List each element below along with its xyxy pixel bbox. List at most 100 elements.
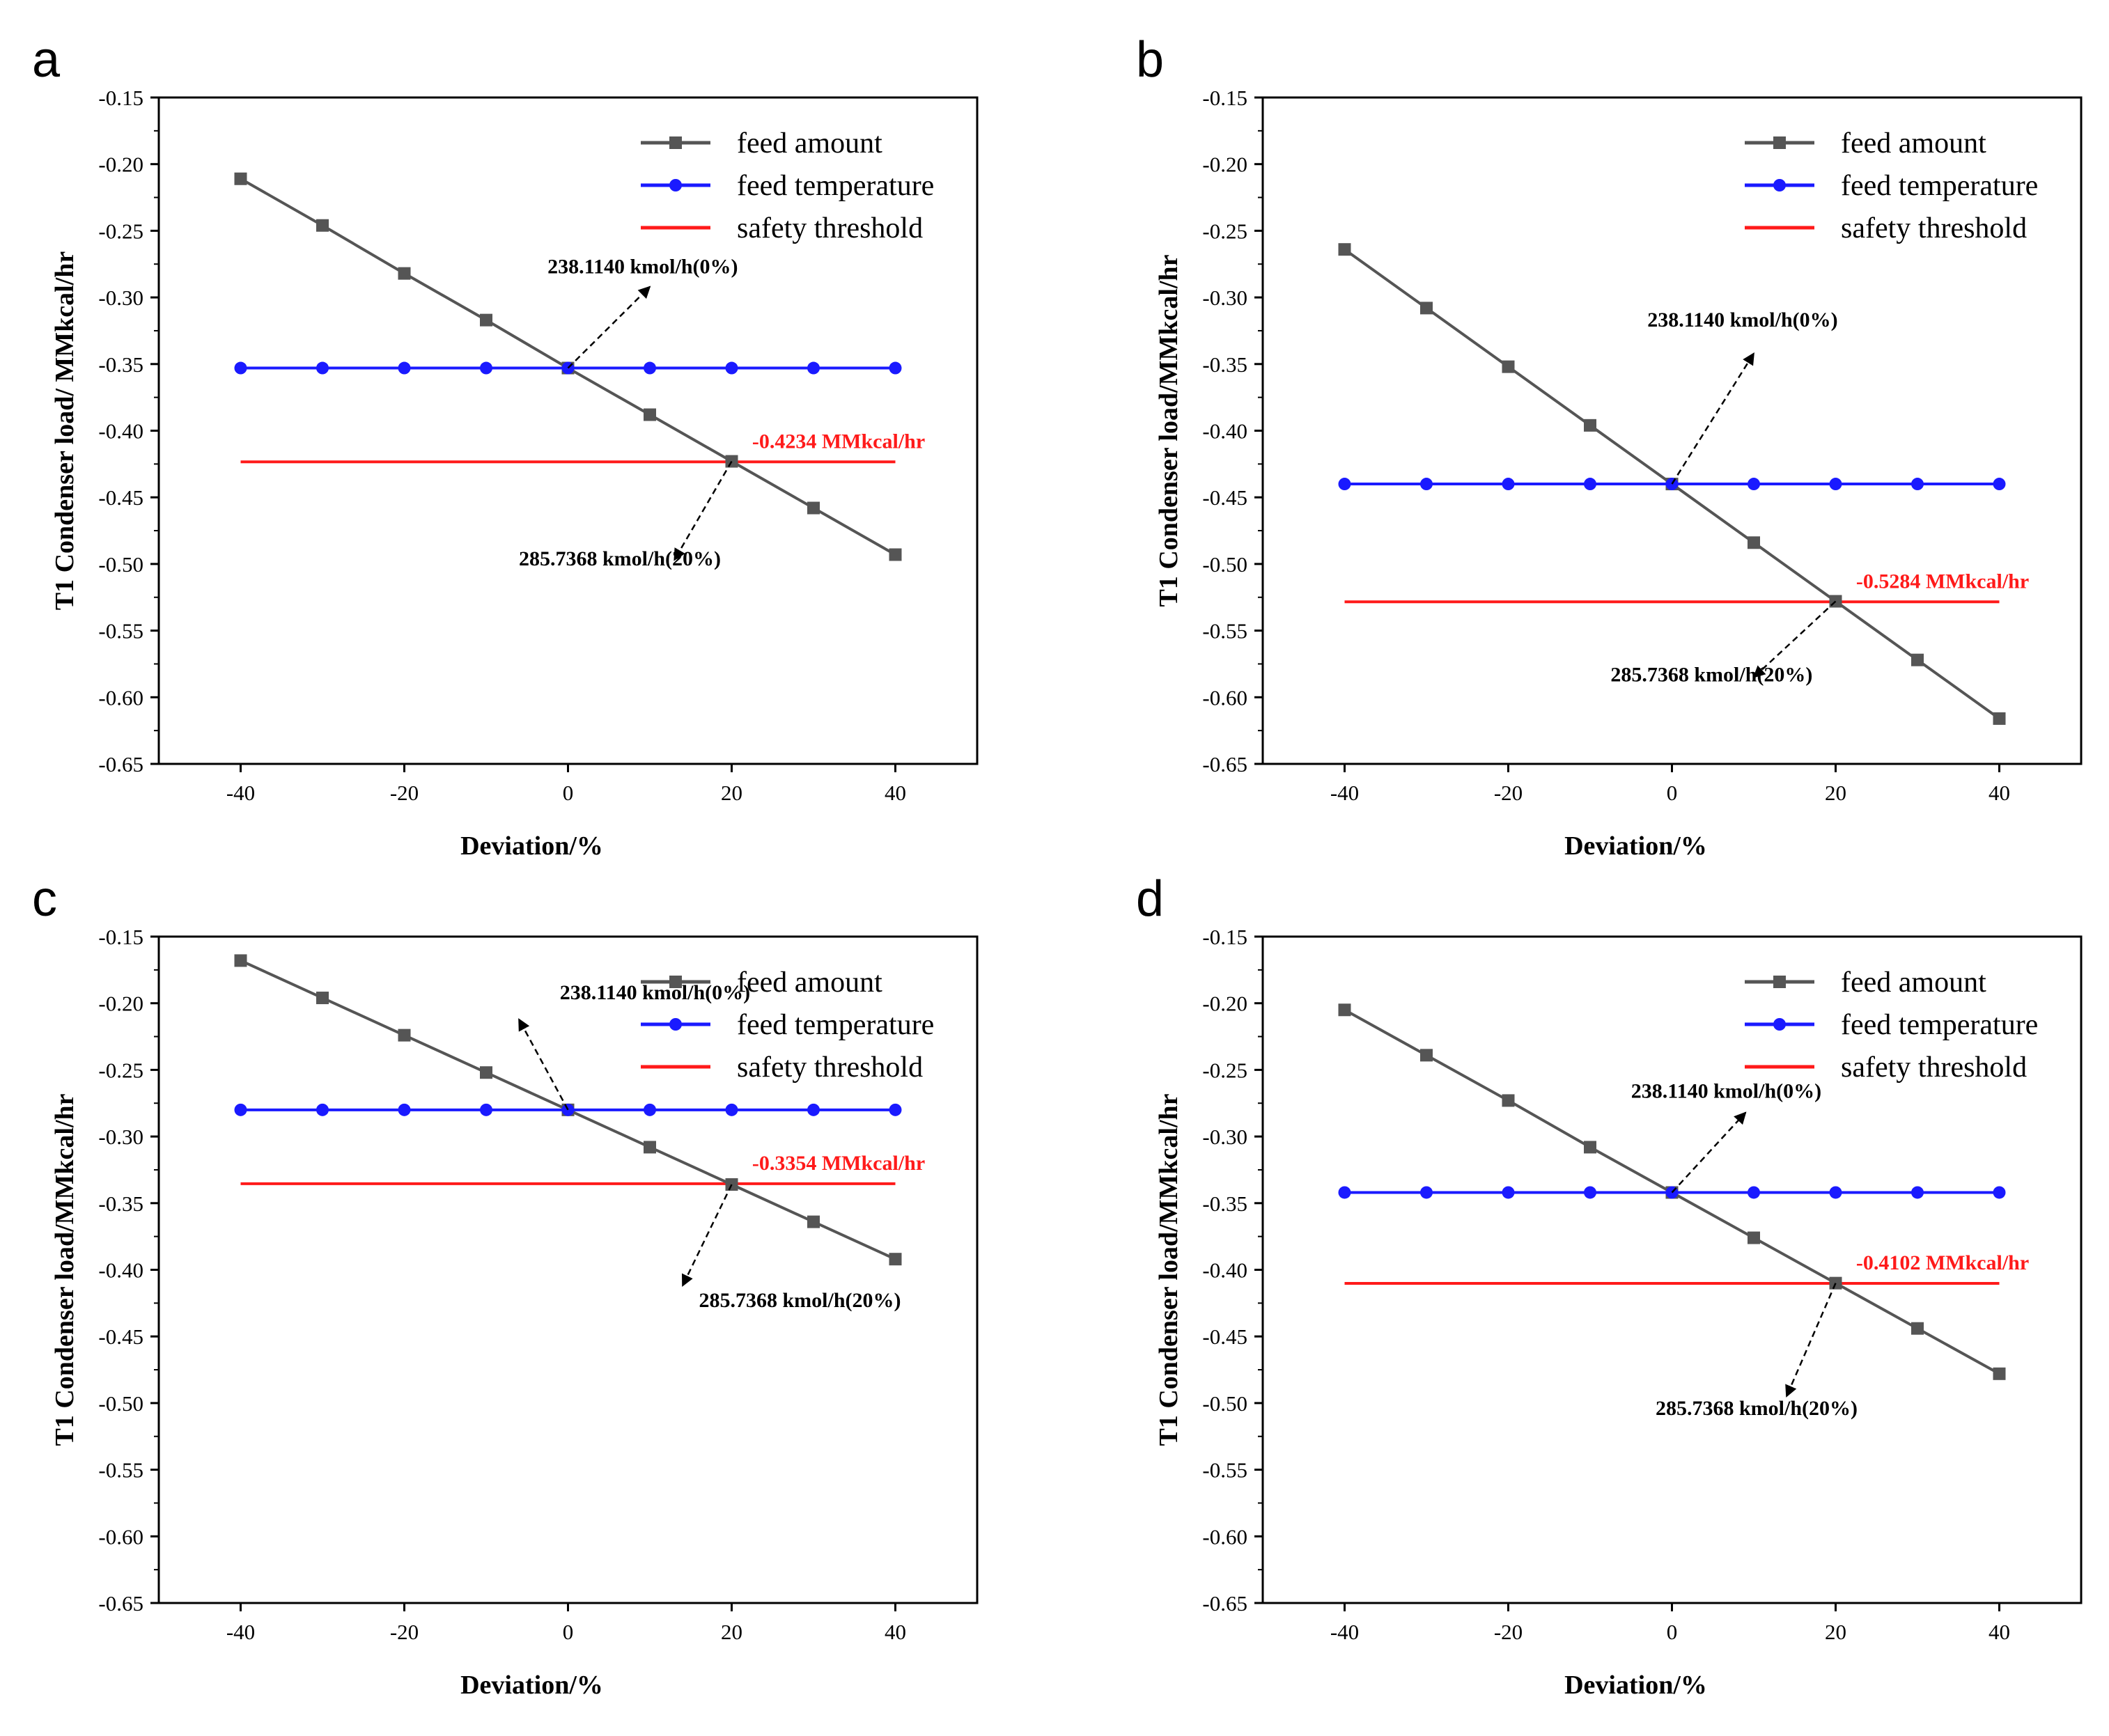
annotation-label: 238.1140 kmol/h(0%)	[560, 981, 750, 1004]
data-point	[889, 361, 902, 375]
y-tick-label: -0.60	[1202, 1524, 1247, 1549]
y-tick-label: -0.65	[1202, 752, 1247, 776]
x-tick-label: 40	[1989, 781, 2010, 805]
data-point	[1338, 1186, 1351, 1199]
y-tick-label: -0.65	[98, 752, 143, 776]
y-tick-label: -0.45	[98, 485, 143, 510]
legend-label: safety threshold	[737, 1051, 923, 1084]
legend-label: feed amount	[1841, 127, 1986, 159]
y-axis-title: T1 Condenser load/MMkcal/hr	[50, 1093, 79, 1446]
y-tick-label: -0.30	[1202, 1125, 1247, 1149]
data-point	[1748, 536, 1760, 549]
legend-label: feed amount	[737, 127, 882, 159]
y-tick-label: -0.50	[98, 1391, 143, 1416]
annotation-label: 238.1140 kmol/h(0%)	[1647, 308, 1837, 331]
x-tick-label: 0	[563, 1620, 574, 1644]
y-axis-title: T1 Condenser load/ MMkcal/hr	[50, 251, 79, 611]
data-point	[1420, 302, 1433, 315]
data-point	[480, 313, 492, 327]
data-point	[1748, 1186, 1760, 1199]
y-tick-label: -0.50	[98, 552, 143, 577]
legend-marker	[669, 1018, 682, 1031]
data-point	[234, 954, 247, 967]
y-tick-label: -0.35	[98, 352, 143, 377]
y-tick-label: -0.30	[98, 286, 143, 310]
x-axis-title: Deviation/%	[1564, 831, 1707, 861]
data-point	[1911, 1322, 1924, 1335]
data-point	[1911, 653, 1924, 666]
data-point	[1829, 1186, 1842, 1199]
y-tick-label: -0.55	[98, 619, 143, 643]
data-point	[1420, 478, 1433, 491]
y-tick-label: -0.50	[1202, 552, 1247, 577]
annotation-arrow	[674, 460, 733, 561]
y-tick-label: -0.40	[98, 1258, 143, 1283]
annotation-arrow	[1752, 600, 1837, 678]
y-tick-label: -0.15	[98, 86, 143, 110]
data-point	[644, 1103, 656, 1116]
x-tick-label: 40	[1989, 1620, 2010, 1644]
x-tick-label: 0	[1667, 781, 1678, 805]
chart-panel-c: c -0.15 -0.20 -0.25 -0.30 -0.35 -0.40 -0.45 -0.5…	[32, 871, 979, 1700]
data-point	[1420, 1186, 1433, 1199]
y-tick-label: -0.55	[1202, 619, 1247, 643]
y-tick-label: -0.40	[98, 419, 143, 444]
annotation-label: 285.7368 kmol/h(20%)	[1610, 663, 1812, 686]
data-point	[1993, 1186, 2006, 1199]
annotation-arrow	[517, 1018, 569, 1111]
data-point	[1502, 360, 1515, 373]
data-point	[1911, 1186, 1924, 1199]
y-tick-label: -0.20	[1202, 153, 1247, 177]
data-point	[1911, 478, 1924, 491]
chart-panel-b: b -0.15 -0.20 -0.25 -0.30 -0.35 -0.40 -0.45 -0.5…	[1136, 32, 2083, 861]
x-tick-label: 20	[1825, 781, 1846, 805]
legend-marker	[1773, 136, 1786, 149]
data-point	[1993, 478, 2006, 491]
data-point	[561, 1103, 575, 1116]
data-point	[725, 1103, 738, 1116]
y-tick-label: -0.15	[1202, 86, 1247, 110]
data-point	[644, 408, 656, 421]
y-tick-label: -0.60	[1202, 685, 1247, 710]
y-tick-label: -0.15	[1202, 925, 1247, 949]
legend-marker	[1773, 179, 1786, 191]
x-axis-title: Deviation/%	[460, 831, 603, 861]
data-point	[480, 361, 492, 375]
annotation-arrow	[1785, 1283, 1837, 1398]
data-point	[316, 219, 329, 232]
annotation-arrow	[1671, 352, 1755, 485]
data-point	[1993, 712, 2006, 725]
data-point	[1748, 478, 1760, 491]
annotation-label: 285.7368 kmol/h(20%)	[1656, 1397, 1858, 1420]
data-point	[316, 361, 329, 375]
data-point	[889, 548, 902, 561]
annotation-arrow	[1671, 1111, 1747, 1194]
data-point	[1502, 1094, 1515, 1107]
x-tick-label: 20	[721, 1620, 742, 1644]
data-point	[1420, 1049, 1433, 1062]
y-tick-label: -0.45	[1202, 1324, 1247, 1349]
data-point	[1338, 478, 1351, 491]
data-point	[1993, 1367, 2006, 1380]
threshold-label: -0.3354 MMkcal/hr	[752, 1152, 925, 1175]
x-tick-label: 20	[1825, 1620, 1846, 1644]
data-point	[234, 172, 247, 185]
data-point	[1584, 478, 1596, 491]
data-point	[1502, 478, 1515, 491]
data-point	[480, 1103, 492, 1116]
y-tick-label: -0.30	[98, 1125, 143, 1149]
data-point	[316, 1103, 329, 1116]
data-point	[1584, 1186, 1596, 1199]
y-tick-label: -0.60	[98, 685, 143, 710]
data-point	[234, 1103, 247, 1116]
data-point	[1829, 478, 1842, 491]
data-point	[1748, 1231, 1760, 1244]
x-tick-label: -20	[390, 781, 419, 805]
data-point	[1502, 1186, 1515, 1199]
legend-marker	[669, 136, 682, 149]
x-tick-label: -40	[226, 1620, 255, 1644]
y-tick-label: -0.35	[98, 1191, 143, 1216]
annotation-label: 285.7368 kmol/h(20%)	[699, 1289, 901, 1312]
annotation-label: 238.1140 kmol/h(0%)	[547, 256, 738, 279]
